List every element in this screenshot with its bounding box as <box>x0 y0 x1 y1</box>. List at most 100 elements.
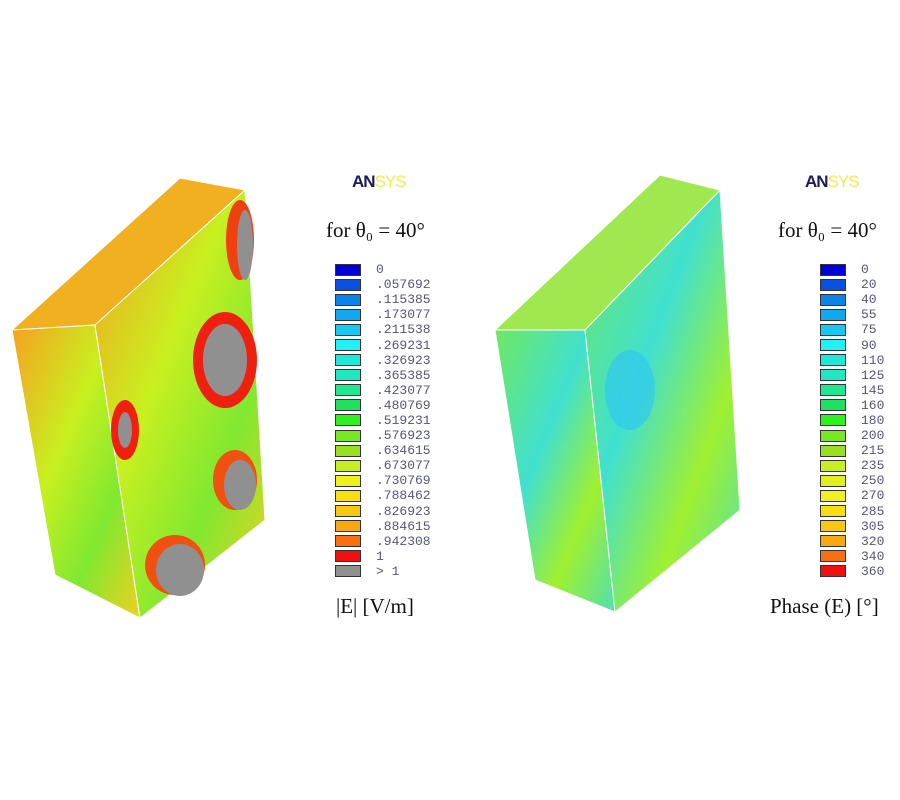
legend-swatch <box>335 369 361 382</box>
ansys-logo: ANSYS <box>805 172 860 191</box>
legend-swatch <box>820 354 846 367</box>
legend-value: .788462 <box>376 488 431 504</box>
legend-value: > 1 <box>376 563 400 579</box>
legend-value: .173077 <box>376 307 431 323</box>
legend-swatch <box>820 550 846 563</box>
legend-entry: .326923 <box>335 353 431 368</box>
legend-value: 340 <box>861 548 885 564</box>
legend-swatch <box>820 444 846 457</box>
legend-entry: 235 <box>820 458 884 473</box>
legend-swatch <box>335 550 361 563</box>
legend-value: 75 <box>861 322 877 338</box>
legend-value: .826923 <box>376 503 431 519</box>
legend-entry: 320 <box>820 534 884 549</box>
legend-swatch <box>335 489 361 502</box>
legend-swatch <box>820 323 846 336</box>
magnitude-model <box>10 177 266 619</box>
legend-value: .269231 <box>376 337 431 353</box>
legend-entry: .173077 <box>335 307 431 322</box>
legend-entry: > 1 <box>335 564 431 579</box>
legend-entry: 250 <box>820 473 884 488</box>
legend-entry: .942308 <box>335 534 431 549</box>
legend-value: 320 <box>861 533 885 549</box>
legend-entry: .788462 <box>335 488 431 503</box>
legend-value: .730769 <box>376 473 431 489</box>
phase-model <box>493 174 741 613</box>
legend-swatch <box>820 414 846 427</box>
legend-swatch <box>820 535 846 548</box>
color-legend: 0.057692.115385.173077.211538.269231.326… <box>335 262 431 579</box>
color-legend: 0 20 40 55 75 90 110 125 145 160 180 200 215 235 250 27… <box>820 262 884 579</box>
legend-value: .423077 <box>376 382 431 398</box>
legend-swatch <box>335 263 361 276</box>
legend-entry: 125 <box>820 368 884 383</box>
legend-value: .519231 <box>376 412 431 428</box>
legend-swatch <box>335 323 361 336</box>
legend-entry: 90 <box>820 337 884 353</box>
legend-value: 180 <box>861 412 885 428</box>
legend-entry: .730769 <box>335 473 431 488</box>
legend-entry: .634615 <box>335 443 431 458</box>
legend-swatch <box>335 520 361 533</box>
legend-entry: 180 <box>820 413 884 428</box>
legend-value: 200 <box>861 428 885 444</box>
legend-entry: 215 <box>820 443 884 458</box>
legend-swatch <box>820 293 846 306</box>
legend-entry: .211538 <box>335 322 431 337</box>
legend-value: .211538 <box>376 322 431 338</box>
legend-swatch <box>820 308 846 321</box>
legend-value: .673077 <box>376 458 431 474</box>
legend-entry: .519231 <box>335 413 431 428</box>
legend-value: 125 <box>861 367 885 383</box>
legend-swatch <box>820 489 846 502</box>
legend-value: .634615 <box>376 443 431 459</box>
legend-value: 215 <box>861 443 885 459</box>
legend-swatch <box>335 429 361 442</box>
legend-entry: 200 <box>820 428 884 443</box>
legend-value: 55 <box>861 307 877 323</box>
legend-value: 1 <box>376 548 384 564</box>
legend-value: 90 <box>861 337 877 353</box>
legend-value: .057692 <box>376 277 431 293</box>
legend-value: 145 <box>861 382 885 398</box>
legend-value: 305 <box>861 518 885 534</box>
legend-swatch <box>335 565 361 578</box>
legend-swatch <box>335 459 361 472</box>
legend-value: 360 <box>861 563 885 579</box>
legend-value: 160 <box>861 397 885 413</box>
legend-swatch <box>335 308 361 321</box>
legend-swatch <box>820 565 846 578</box>
legend-swatch <box>335 444 361 457</box>
legend-swatch <box>335 354 361 367</box>
legend-swatch <box>335 278 361 291</box>
legend-value: 0 <box>376 262 384 278</box>
legend-entry: 110 <box>820 353 884 368</box>
legend-value: 250 <box>861 473 885 489</box>
legend-swatch <box>820 505 846 518</box>
legend-swatch <box>335 474 361 487</box>
legend-value: .326923 <box>376 352 431 368</box>
legend-entry: 20 <box>820 277 884 292</box>
legend-swatch <box>820 278 846 291</box>
legend-value: .884615 <box>376 518 431 534</box>
legend-entry: 0 <box>335 262 431 277</box>
legend-swatch <box>335 339 361 352</box>
legend-swatch <box>820 459 846 472</box>
legend-entry: 55 <box>820 307 884 322</box>
legend-entry: 0 <box>820 262 884 277</box>
legend-value: .576923 <box>376 428 431 444</box>
legend-value: .480769 <box>376 397 431 413</box>
legend-swatch <box>335 535 361 548</box>
legend-caption: |E| [V/m] <box>336 594 414 618</box>
ansys-logo: ANSYS <box>352 172 407 191</box>
legend-entry: 305 <box>820 519 884 534</box>
legend-entry: .057692 <box>335 277 431 292</box>
legend-entry: .884615 <box>335 519 431 534</box>
legend-swatch <box>335 414 361 427</box>
legend-swatch <box>820 429 846 442</box>
legend-value: 270 <box>861 488 885 504</box>
legend-swatch <box>820 369 846 382</box>
legend-value: 40 <box>861 292 877 308</box>
legend-swatch <box>335 384 361 397</box>
